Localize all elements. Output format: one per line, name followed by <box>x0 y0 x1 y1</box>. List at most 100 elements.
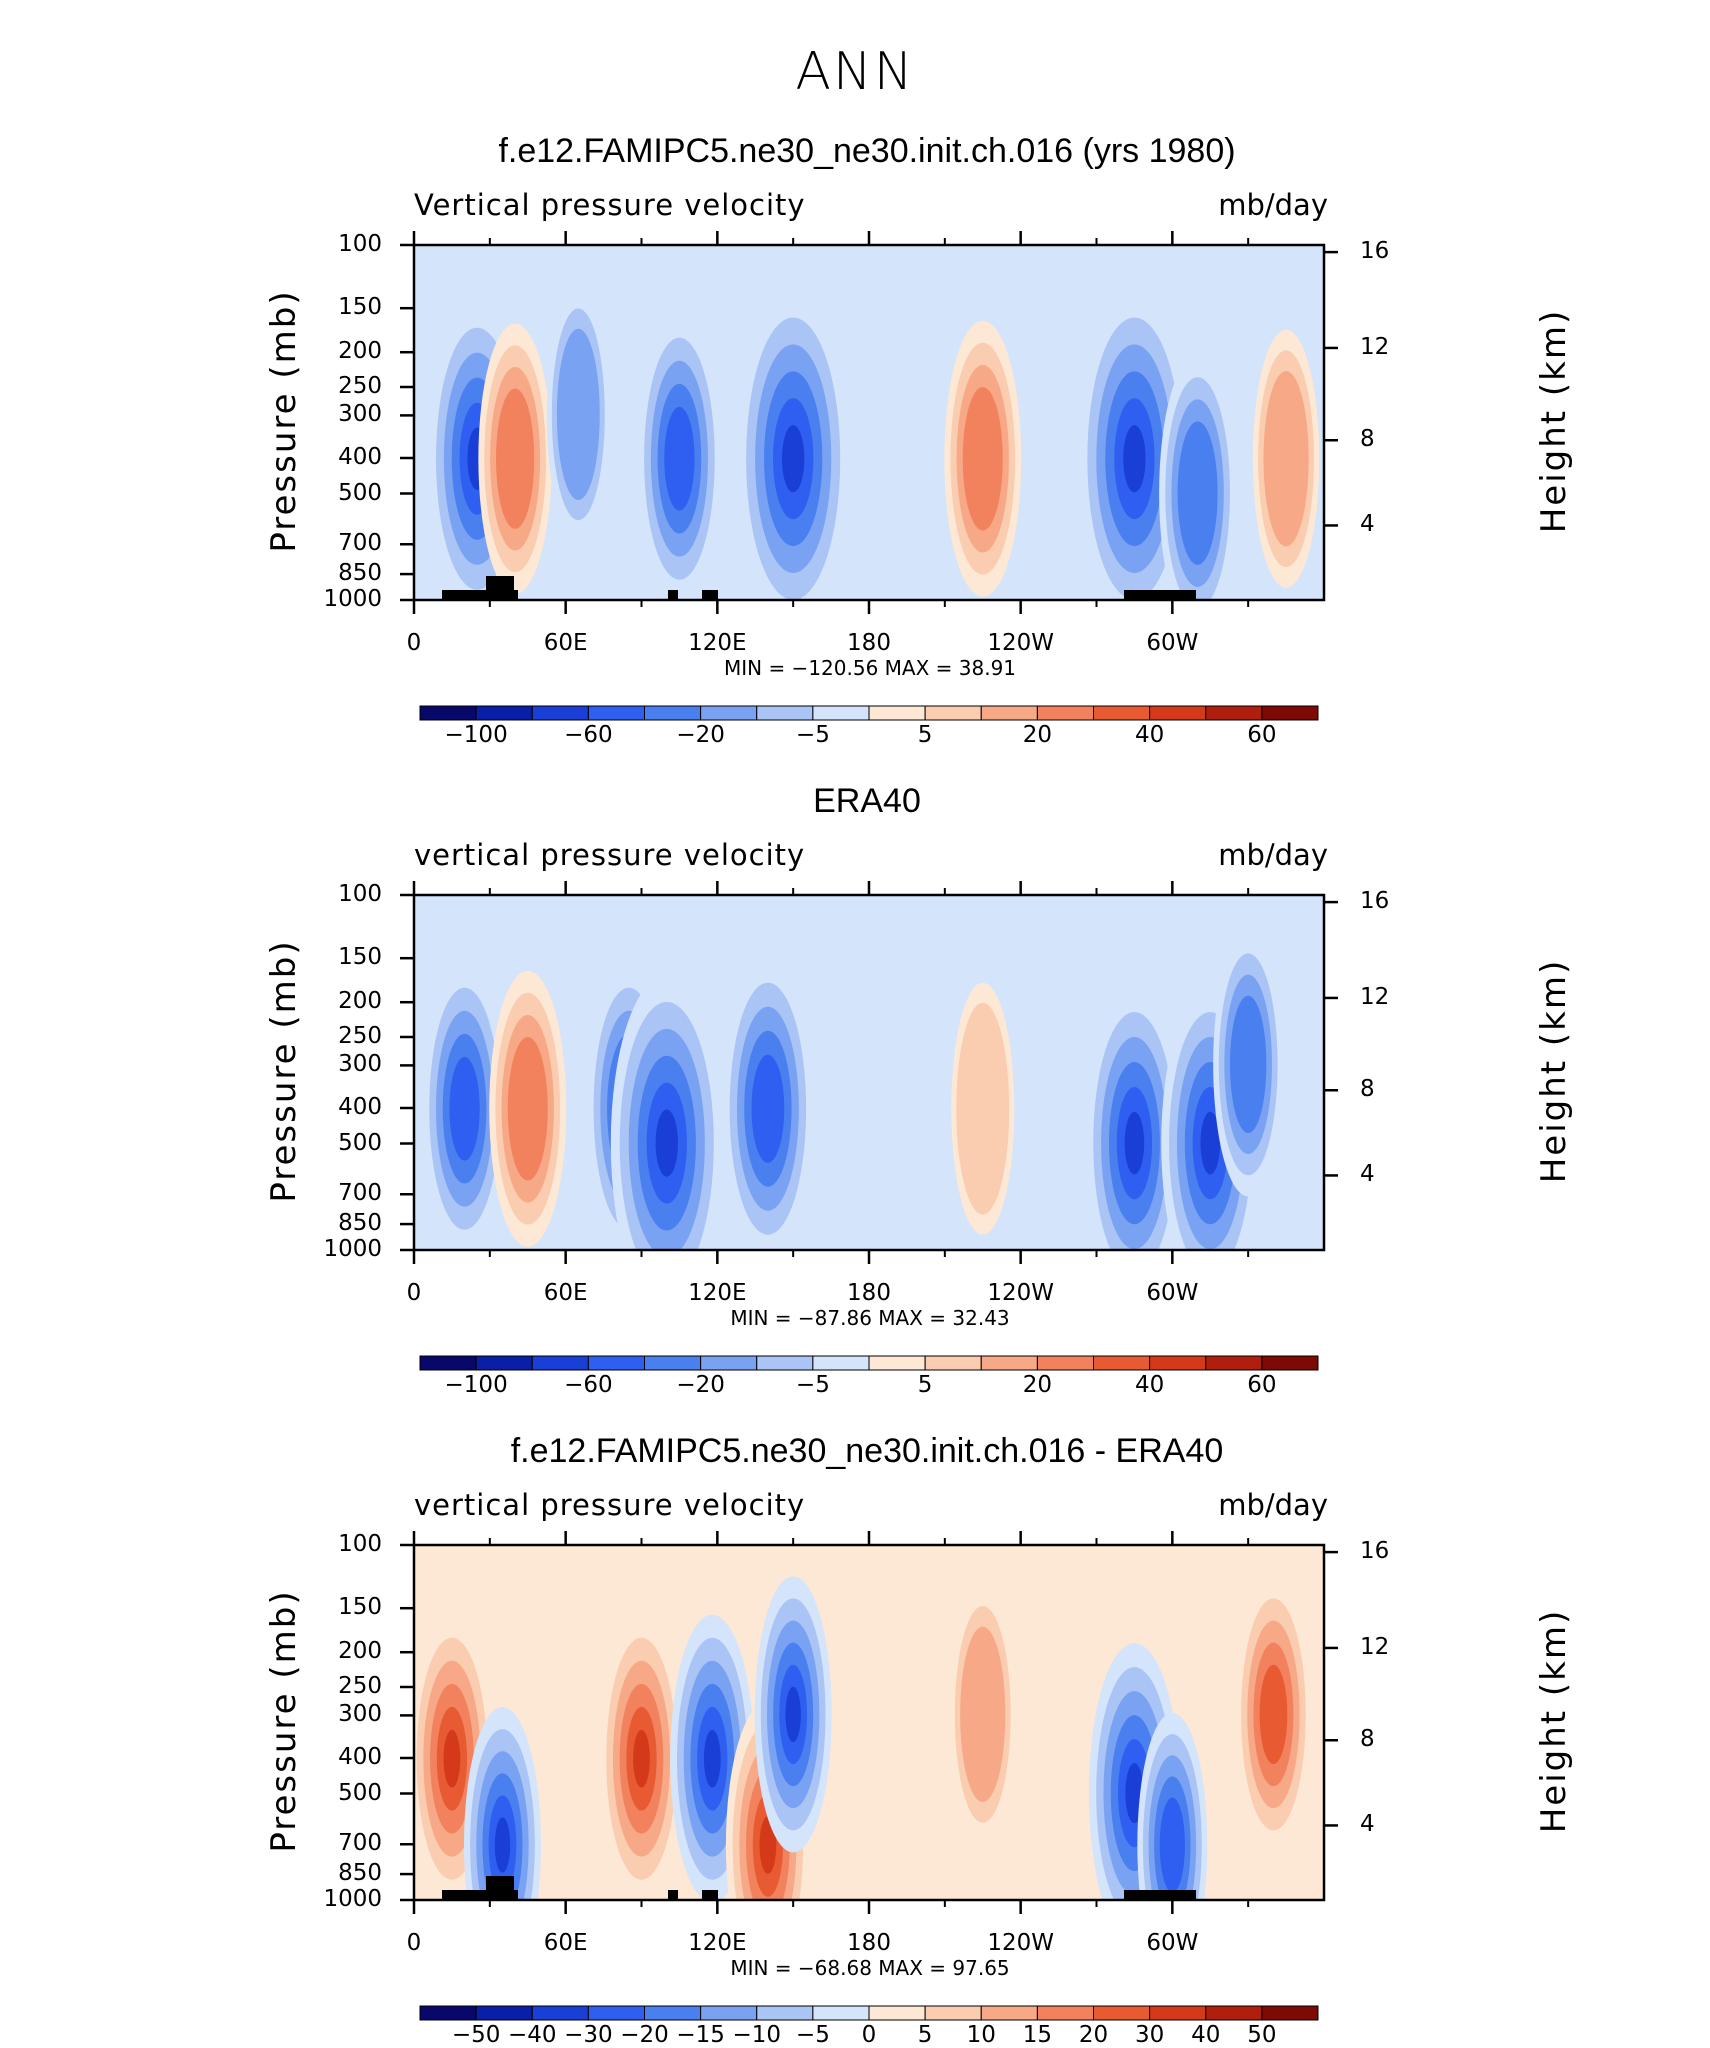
colorbar-label: 50 <box>1247 2022 1277 2048</box>
colorbar-swatch-13 <box>1093 1355 1151 1371</box>
colorbar-swatch-14 <box>1149 2005 1207 2021</box>
colorbar-swatch-16 <box>1261 705 1319 721</box>
y-tick-label: 500 <box>338 1129 382 1156</box>
y-tick-label: 250 <box>338 1023 382 1049</box>
contour-blob-7-level-6 <box>1123 425 1146 493</box>
y-tick-label: 150 <box>338 294 382 321</box>
y-tick-label: 500 <box>338 1779 382 1806</box>
right-axis-title: Height (km) <box>1534 1608 1574 1833</box>
colorbar-label: 40 <box>1134 722 1165 748</box>
colorbar-swatch-7 <box>756 2005 814 2021</box>
colorbar-swatch-13 <box>1093 2005 1151 2021</box>
contour-field <box>414 1576 1312 1900</box>
y-tick-label: 400 <box>338 1094 382 1120</box>
min-max-label: MIN = −120.56 MAX = 38.91 <box>723 656 1017 680</box>
height-tick-label: 12 <box>1360 333 1390 360</box>
colorbar-swatch-8 <box>812 2005 870 2021</box>
colorbar-label: −20 <box>676 722 725 748</box>
topography-mask <box>486 1876 514 1900</box>
y-axis-title: Pressure (mb) <box>264 1588 304 1853</box>
contour-blob-6-level-2 <box>956 1002 1010 1215</box>
colorbar-label: −60 <box>564 722 613 748</box>
colorbar-label: −5 <box>795 722 830 748</box>
height-tick-label: 8 <box>1360 1726 1375 1753</box>
min-max-label: MIN = −68.68 MAX = 97.65 <box>730 1956 1010 1980</box>
colorbar-label: −100 <box>444 1372 508 1398</box>
colorbar-swatch-8 <box>812 705 870 721</box>
x-tick-label: 180 <box>847 630 891 656</box>
contour-blob-8-level-6 <box>1200 1111 1221 1175</box>
colorbar-swatch-16 <box>1261 2005 1319 2021</box>
x-tick-label: 0 <box>406 630 422 656</box>
contour-field <box>422 932 1284 1250</box>
contour-blob-9-level-4 <box>1229 995 1267 1134</box>
contour-blob-7-level-3 <box>960 1626 1006 1803</box>
colorbar-swatch-3 <box>531 1355 589 1371</box>
y-tick-label: 250 <box>338 1673 382 1699</box>
panel-2-variable-label: vertical pressure velocity <box>414 838 806 872</box>
topography-mask <box>442 1890 492 1900</box>
colorbar-swatch-9 <box>868 1355 926 1371</box>
y-tick-label: 400 <box>338 1744 382 1770</box>
topography-mask <box>486 576 514 600</box>
colorbar-label: −100 <box>444 722 508 748</box>
colorbar-swatch-10 <box>924 2005 982 2021</box>
x-tick-label: 180 <box>847 1280 891 1306</box>
topography-mask <box>702 1890 718 1900</box>
colorbar-swatch-8 <box>812 1355 870 1371</box>
y-tick-label: 700 <box>338 530 382 557</box>
height-tick-label: 4 <box>1360 1161 1375 1188</box>
contour-blob-5-level-5 <box>751 1054 785 1163</box>
colorbar-swatch-15 <box>1205 1355 1263 1371</box>
y-tick-label: 700 <box>338 1830 382 1857</box>
x-tick-label: 120W <box>987 630 1054 656</box>
colorbar-label: 20 <box>1022 1372 1053 1398</box>
panel-3-variable-label: vertical pressure velocity <box>414 1488 806 1522</box>
contour-blob-2-level-4 <box>496 388 535 529</box>
contour-blob-4-level-6 <box>703 1729 721 1788</box>
height-tick-label: 4 <box>1360 511 1375 538</box>
x-tick-label: 60W <box>1146 630 1199 656</box>
height-tick-label: 4 <box>1360 1811 1375 1838</box>
panel-1-variable-label: Vertical pressure velocity <box>414 188 806 222</box>
colorbar-swatch-5 <box>644 2005 702 2021</box>
y-tick-label: 100 <box>338 881 382 907</box>
topography-mask <box>702 590 718 600</box>
y-tick-label: 1000 <box>323 1886 382 1912</box>
colorbar-swatch-6 <box>700 2005 758 2021</box>
panel-2-title: ERA40 <box>813 782 921 820</box>
y-tick-label: 850 <box>338 1210 382 1237</box>
colorbar-swatch-16 <box>1261 1355 1319 1371</box>
height-tick-label: 16 <box>1360 238 1390 265</box>
contour-blob-1-level-6 <box>443 1729 461 1788</box>
y-tick-label: 200 <box>338 988 382 1015</box>
colorbar-swatch-13 <box>1093 705 1151 721</box>
y-tick-label: 1000 <box>323 586 382 612</box>
contour-field <box>428 288 1320 600</box>
x-tick-label: 60W <box>1146 1930 1199 1956</box>
panel-1-units-label: mb/day <box>1218 188 1328 222</box>
contour-blob-5-level-6 <box>759 1816 777 1874</box>
colorbar-swatch-14 <box>1149 705 1207 721</box>
colorbar-swatch-1 <box>419 1355 477 1371</box>
colorbar-label: 60 <box>1247 1372 1277 1398</box>
colorbar-swatch-12 <box>1036 2005 1094 2021</box>
x-tick-label: 0 <box>406 1280 422 1306</box>
y-tick-label: 300 <box>338 1051 382 1078</box>
y-tick-label: 100 <box>338 1531 382 1557</box>
panel-2-plot <box>400 881 1338 1371</box>
x-tick-label: 60W <box>1146 1280 1199 1306</box>
x-tick-label: 180 <box>847 1930 891 1956</box>
height-tick-label: 8 <box>1360 1076 1375 1103</box>
panel-3-plot <box>400 1531 1338 2021</box>
colorbar-label: −5 <box>795 1372 830 1398</box>
y-tick-label: 300 <box>338 1701 382 1728</box>
x-tick-label: 120E <box>688 1930 747 1956</box>
colorbar-label: 20 <box>1022 722 1053 748</box>
contour-blob-4-level-6 <box>655 1109 678 1177</box>
y-tick-label: 100 <box>338 231 382 257</box>
y-tick-label: 700 <box>338 1180 382 1207</box>
colorbar-swatch-9 <box>868 2005 926 2021</box>
y-tick-label: 150 <box>338 1594 382 1621</box>
